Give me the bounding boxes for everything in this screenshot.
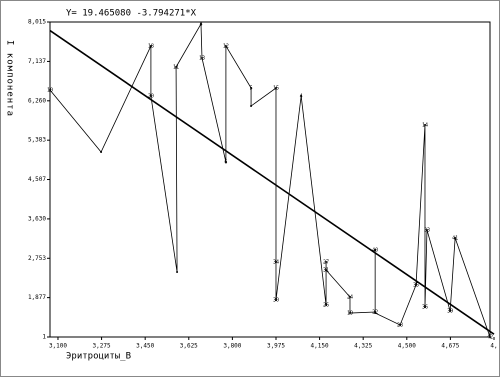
y-tick-label: 1,877 — [28, 294, 46, 301]
data-point — [250, 87, 253, 90]
data-point — [325, 261, 328, 264]
point-label: 35 — [413, 283, 419, 289]
data-line — [49, 22, 491, 338]
chart-title: Y= 19.465080 -3.794271*X — [66, 9, 197, 19]
y-tick-label: 6,260 — [28, 97, 46, 104]
point-label: 18 — [148, 43, 154, 49]
data-point — [250, 105, 253, 108]
point-label: 41 — [452, 235, 458, 241]
data-point — [374, 312, 377, 315]
point-label: 26 — [323, 302, 329, 308]
y-tick-label: 5,383 — [28, 137, 46, 144]
data-point — [100, 150, 103, 153]
data-point — [325, 303, 328, 306]
data-point — [49, 88, 51, 91]
data-point — [200, 57, 203, 60]
y-tick-label: 3,630 — [28, 215, 46, 222]
data-point — [415, 284, 418, 287]
data-point — [348, 295, 351, 298]
x-tick-label: 4,150 — [311, 343, 329, 350]
y-tick-label: 2,753 — [28, 255, 46, 262]
data-point — [274, 87, 277, 90]
point-label: 11 — [173, 64, 179, 70]
plot-frame — [49, 21, 491, 338]
point-label: 33 — [424, 227, 430, 233]
x-tick-label: 3,625 — [180, 343, 198, 350]
point-label: 20 — [148, 94, 154, 100]
data-point — [149, 44, 152, 47]
x-tick-label: 3,450 — [136, 343, 154, 350]
x-tick-label: 4,325 — [354, 343, 372, 350]
point-label: 36 — [422, 305, 428, 311]
data-point — [149, 95, 152, 98]
data-point — [423, 306, 426, 309]
data-point — [425, 228, 428, 231]
x-tick-label: 4,675 — [441, 343, 459, 350]
point-label: 28 — [397, 323, 403, 329]
point-label: 30 — [273, 297, 279, 303]
data-point — [399, 324, 402, 327]
data-point — [199, 22, 202, 25]
y-tick-label: 8,015 — [28, 19, 46, 26]
x-tick-label: 4,500 — [398, 343, 416, 350]
point-label: 12 — [223, 43, 229, 49]
y-axis-label: I компонента — [5, 40, 15, 117]
data-point — [423, 124, 426, 127]
trend-line — [49, 29, 495, 335]
data-point — [454, 236, 457, 239]
point-label: 13 — [199, 56, 205, 62]
x-tick-label: 3,275 — [93, 343, 111, 350]
point-label: 15 — [273, 86, 279, 92]
point-label: 24 — [347, 294, 353, 300]
data-point — [274, 298, 277, 301]
point-label: 8 — [199, 21, 202, 27]
point-label: 27 — [323, 260, 329, 266]
point-label: 42 — [487, 335, 493, 341]
y-tick-label: 7,137 — [28, 58, 46, 65]
point-label: 5 — [250, 86, 253, 92]
point-label: 39 — [447, 309, 453, 315]
data-point — [176, 270, 179, 273]
point-label: 10 — [47, 87, 53, 93]
point-label: 34 — [273, 260, 279, 266]
point-label: 31 — [323, 268, 329, 274]
data-point — [175, 65, 178, 68]
point-label: 6 — [224, 160, 227, 166]
y-tick-label: 4,507 — [28, 176, 46, 183]
data-point — [224, 44, 227, 47]
data-point — [449, 310, 452, 313]
y-tick-label: 1 — [42, 334, 46, 341]
data-point — [274, 261, 277, 264]
data-point — [374, 249, 377, 252]
data-point — [300, 95, 303, 98]
x-tick-label: 3,800 — [223, 343, 241, 350]
point-label: 19 — [347, 311, 353, 317]
data-point — [224, 161, 227, 164]
point-label: 40 — [372, 248, 378, 254]
data-point — [489, 336, 492, 338]
x-tick-label: 3,100 — [49, 343, 67, 350]
x-tick-label: 4, — [490, 343, 497, 350]
x-axis-label: Эритроциты_В — [66, 352, 131, 362]
data-point — [325, 269, 328, 272]
data-point — [348, 312, 351, 315]
x-tick-label: 3,975 — [267, 343, 285, 350]
point-label: 14 — [422, 123, 428, 129]
point-label: 4 — [300, 94, 303, 100]
